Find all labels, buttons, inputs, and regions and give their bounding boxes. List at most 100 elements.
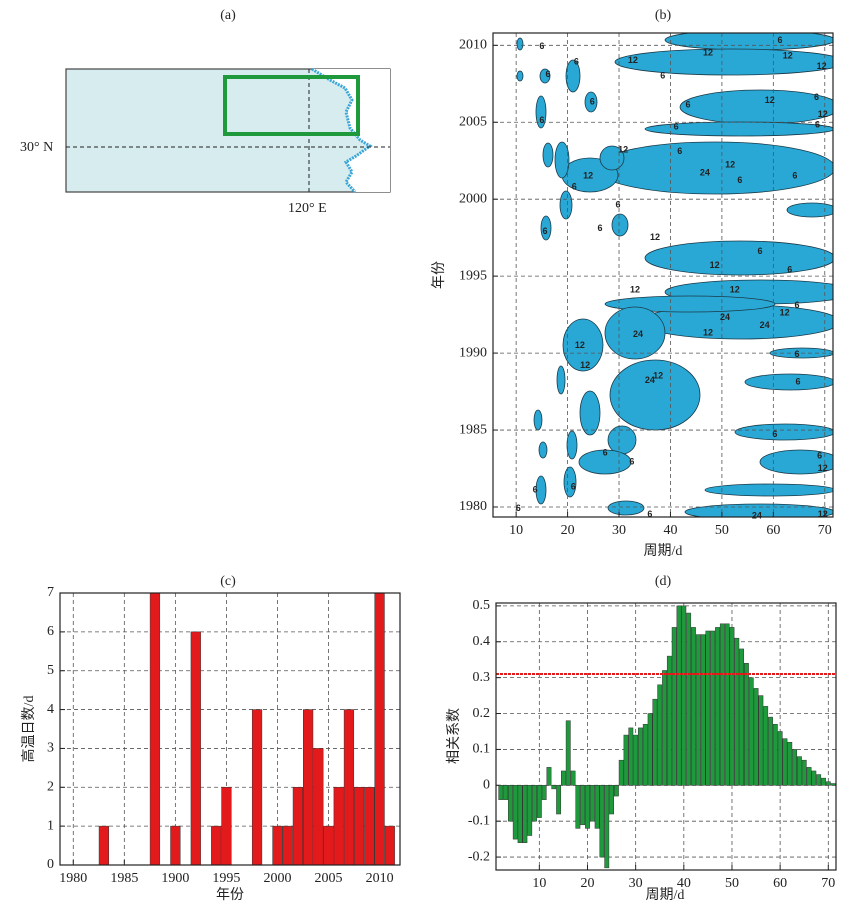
contour-region bbox=[759, 449, 833, 475]
contour-label: 6 bbox=[815, 120, 820, 130]
x-tick-label: 1985 bbox=[110, 871, 138, 886]
contour-label: 6 bbox=[574, 57, 579, 67]
bar bbox=[303, 709, 314, 866]
y-tick-label: 0.4 bbox=[473, 634, 491, 649]
bar bbox=[282, 825, 293, 866]
y-axis-label: 高温日数/d bbox=[20, 696, 37, 763]
chart-panel: (c) 年份 高温日数/d 1980 1985 1900 1995 2000 2005 2010 0… bbox=[20, 574, 401, 903]
y-tick-label: 5 bbox=[47, 663, 54, 678]
y-tick-label: 6 bbox=[47, 624, 54, 639]
bar bbox=[585, 785, 590, 829]
bar bbox=[821, 777, 826, 786]
x-tick-label: 60 bbox=[766, 523, 780, 538]
contour-label: 6 bbox=[597, 223, 602, 233]
y-tick-label: 1 bbox=[47, 818, 54, 833]
x-tick-label: 1980 bbox=[59, 871, 87, 886]
contour-region bbox=[562, 318, 604, 372]
y-tick-label: 7 bbox=[47, 585, 54, 600]
contour-label: 6 bbox=[737, 175, 742, 185]
contour-label: 12 bbox=[730, 284, 740, 294]
x-tick-label: 10 bbox=[532, 876, 546, 891]
x-tick-label: 50 bbox=[725, 876, 739, 891]
contour-label: 6 bbox=[817, 451, 822, 461]
bar bbox=[763, 706, 769, 786]
bar bbox=[251, 709, 263, 866]
bar bbox=[691, 627, 696, 786]
bar bbox=[374, 592, 385, 866]
contour-label: 6 bbox=[539, 41, 544, 51]
bar bbox=[589, 785, 595, 822]
bar bbox=[354, 787, 365, 866]
bar bbox=[272, 825, 283, 866]
contour-label: 12 bbox=[783, 50, 793, 60]
chart-panel: (d) 周期/d 相关系数 10 20 30 40 50 60 70 -0.2 -0.1 0 0.1 0.2… bbox=[446, 574, 837, 903]
panel-label: (c) bbox=[220, 574, 236, 589]
x-tick-label: 2005 bbox=[315, 871, 343, 886]
contour-region bbox=[734, 423, 833, 441]
bar bbox=[594, 785, 600, 829]
contour-label: 6 bbox=[615, 200, 620, 210]
x-tick-label: 2010 bbox=[366, 871, 394, 886]
y-tick-label: 3 bbox=[47, 741, 54, 756]
bar bbox=[503, 785, 509, 800]
contour-region bbox=[611, 213, 629, 237]
y-tick-label: 0 bbox=[483, 778, 490, 793]
plot-frame bbox=[492, 32, 834, 518]
bar bbox=[556, 785, 562, 815]
contour-region bbox=[579, 390, 601, 436]
contour-label: 6 bbox=[533, 484, 538, 494]
bar bbox=[527, 785, 533, 836]
bar bbox=[618, 759, 624, 786]
contour-label: 6 bbox=[590, 97, 595, 107]
bar bbox=[609, 785, 614, 815]
bar bbox=[686, 612, 692, 786]
bar bbox=[170, 825, 181, 866]
bar bbox=[801, 759, 807, 786]
bar bbox=[628, 727, 634, 786]
contour-label: 6 bbox=[794, 300, 799, 310]
lon-label: 120° E bbox=[288, 201, 327, 216]
contour-region bbox=[535, 475, 547, 505]
x-tick-label: 30 bbox=[612, 523, 626, 538]
bar bbox=[536, 785, 542, 818]
bar bbox=[292, 787, 303, 866]
contour-label: 6 bbox=[539, 115, 544, 125]
land bbox=[312, 69, 390, 192]
contour-label: 12 bbox=[817, 61, 827, 71]
contour-region bbox=[565, 59, 581, 93]
bar bbox=[498, 785, 504, 800]
bar bbox=[522, 785, 528, 843]
bar bbox=[748, 677, 754, 786]
bar bbox=[565, 720, 571, 786]
contour-label: 6 bbox=[542, 226, 547, 236]
contour-label: 24 bbox=[645, 375, 655, 385]
contour-label: 12 bbox=[710, 260, 720, 270]
contour-label: 12 bbox=[780, 307, 790, 317]
bar bbox=[512, 785, 518, 840]
contour-region bbox=[538, 441, 548, 459]
bar bbox=[695, 634, 701, 786]
y-tick-label: 2005 bbox=[459, 114, 487, 129]
contour-label: 6 bbox=[516, 503, 521, 513]
bar bbox=[782, 738, 788, 786]
contour-region bbox=[599, 145, 625, 171]
contour-label: 6 bbox=[546, 69, 551, 79]
contour-label: 12 bbox=[818, 109, 828, 119]
bar bbox=[532, 785, 537, 822]
y-tick-label: 0.5 bbox=[473, 598, 491, 613]
bar bbox=[384, 825, 395, 866]
bar bbox=[623, 734, 629, 786]
bar bbox=[149, 592, 161, 866]
contour-label: 6 bbox=[629, 457, 634, 467]
x-tick-label: 60 bbox=[773, 876, 787, 891]
contour-label: 12 bbox=[703, 47, 713, 57]
lat-label: 30° N bbox=[20, 140, 53, 155]
bar bbox=[719, 623, 725, 786]
y-tick-label: 0.3 bbox=[473, 670, 491, 685]
bar bbox=[343, 709, 355, 866]
bar bbox=[724, 623, 730, 786]
x-axis-label: 年份 bbox=[216, 887, 244, 903]
bar bbox=[811, 770, 817, 786]
contour-label: 24 bbox=[720, 312, 730, 322]
contour-label: 6 bbox=[571, 481, 576, 491]
